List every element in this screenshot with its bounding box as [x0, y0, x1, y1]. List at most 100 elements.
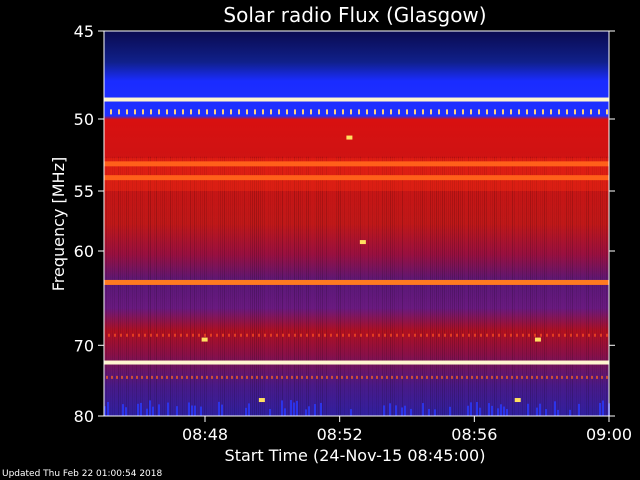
dotted-mark: [118, 109, 120, 115]
texture-stripe: [310, 156, 311, 416]
dotted-mark: [456, 333, 458, 337]
noise-mark: [308, 406, 310, 416]
dotted-mark: [411, 375, 413, 379]
texture-stripe: [218, 156, 219, 416]
dotted-mark: [336, 333, 338, 337]
texture-stripe: [164, 156, 165, 416]
texture-stripe: [580, 156, 581, 416]
dotted-mark: [241, 375, 243, 379]
dotted-mark: [416, 375, 418, 379]
dotted-mark: [588, 333, 590, 337]
texture-stripe: [186, 156, 187, 416]
dotted-mark: [450, 333, 452, 337]
y-axis-label: Frequency [MHz]: [49, 157, 68, 291]
texture-stripe: [418, 156, 419, 416]
dotted-mark: [236, 375, 238, 379]
noise-mark: [578, 403, 580, 416]
texture-stripe: [554, 156, 555, 416]
texture-stripe: [318, 156, 319, 416]
texture-stripe: [390, 156, 391, 416]
dotted-mark: [591, 375, 593, 379]
texture-stripe: [504, 157, 505, 416]
noise-mark: [248, 403, 250, 416]
noise-mark: [125, 407, 127, 416]
texture-stripe: [482, 156, 483, 416]
dotted-mark: [540, 333, 542, 337]
texture-stripe: [560, 156, 561, 416]
texture-stripe: [556, 156, 557, 416]
texture-stripe: [522, 156, 523, 416]
texture-stripe: [506, 156, 507, 416]
texture-stripe: [250, 156, 251, 416]
texture-stripe: [182, 156, 183, 416]
dotted-mark: [190, 109, 192, 115]
dotted-mark: [534, 333, 536, 337]
noise-mark: [221, 404, 223, 416]
noise-mark: [506, 409, 508, 416]
dotted-mark: [402, 333, 404, 337]
dotted-mark: [174, 333, 176, 337]
x-tick-label: 09:00: [586, 425, 632, 444]
texture-stripe: [440, 156, 441, 416]
texture-stripe: [320, 156, 321, 416]
dotted-mark: [222, 109, 224, 115]
texture-stripe: [424, 156, 425, 416]
texture-stripe: [376, 156, 377, 416]
texture-stripe: [538, 157, 539, 416]
texture-stripe: [364, 157, 365, 416]
dotted-mark: [276, 333, 278, 337]
dotted-mark: [361, 375, 363, 379]
texture-stripe: [248, 156, 249, 416]
dotted-mark: [114, 333, 116, 337]
noise-mark: [479, 407, 481, 416]
dotted-mark: [261, 375, 263, 379]
dotted-mark: [321, 375, 323, 379]
texture-stripe: [598, 156, 599, 416]
dotted-mark: [150, 333, 152, 337]
x-axis-label: Start Time (24-Nov-15 08:45:00): [225, 446, 486, 465]
texture-stripe: [404, 157, 405, 416]
texture-stripe: [288, 156, 289, 416]
dotted-mark: [536, 375, 538, 379]
texture-stripe: [158, 157, 159, 416]
dotted-mark: [110, 109, 112, 115]
texture-stripe: [590, 157, 591, 416]
texture-stripe: [454, 156, 455, 416]
dotted-mark: [384, 333, 386, 337]
dotted-mark: [256, 375, 258, 379]
dotted-mark: [421, 375, 423, 379]
texture-stripe: [514, 156, 515, 416]
dotted-mark: [228, 333, 230, 337]
noise-mark: [140, 402, 142, 416]
texture-stripe: [530, 156, 531, 416]
dotted-mark: [446, 375, 448, 379]
dotted-mark: [211, 375, 213, 379]
dotted-mark: [326, 375, 328, 379]
bright-spot: [514, 398, 521, 403]
texture-stripe: [496, 156, 497, 416]
noise-mark: [602, 400, 604, 416]
dotted-mark: [291, 375, 293, 379]
texture-stripe: [228, 156, 229, 416]
dotted-mark: [294, 109, 296, 115]
dotted-mark: [276, 375, 278, 379]
dotted-mark: [296, 375, 298, 379]
texture-stripe: [148, 156, 149, 416]
texture-stripe: [368, 156, 369, 416]
texture-stripe: [596, 156, 597, 416]
texture-stripe: [374, 157, 375, 416]
texture-stripe: [136, 156, 137, 416]
dotted-mark: [476, 375, 478, 379]
dotted-mark: [216, 375, 218, 379]
dotted-mark: [598, 109, 600, 115]
dotted-mark: [134, 109, 136, 115]
dotted-mark: [136, 375, 138, 379]
dotted-mark: [126, 375, 128, 379]
dotted-mark: [120, 333, 122, 337]
texture-stripe: [264, 156, 265, 416]
noise-mark: [320, 402, 322, 416]
texture-stripe: [316, 156, 317, 416]
texture-stripe: [586, 156, 587, 416]
dotted-mark: [331, 375, 333, 379]
texture-stripe: [204, 156, 205, 416]
